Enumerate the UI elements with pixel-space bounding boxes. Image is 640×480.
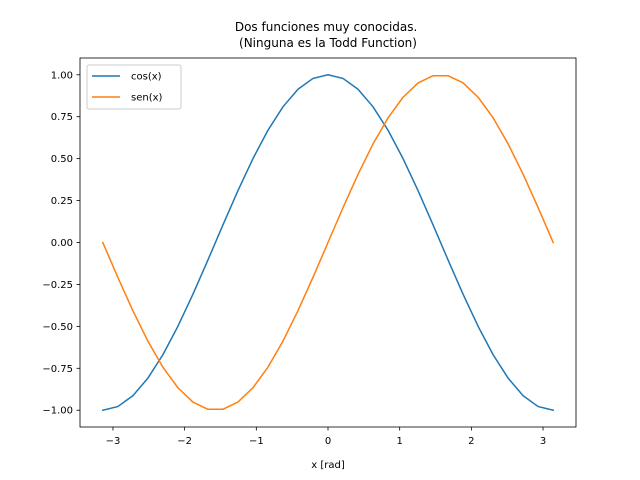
y-tick-label: −0.50 xyxy=(42,322,73,333)
y-tick-label: −0.75 xyxy=(42,364,73,375)
series-line-cosx xyxy=(101,74,555,412)
y-axis: −1.00 −0.75 −0.50 −0.25 0.00 0.25 0.50 0.75 1.00 xyxy=(42,70,80,417)
series-line-senx xyxy=(101,74,555,411)
y-tick-label: −1.00 xyxy=(42,406,73,417)
plot-area xyxy=(101,74,555,412)
chart-title-line-1: Dos funciones muy conocidas. xyxy=(235,20,417,34)
x-tick-label: 1 xyxy=(396,436,402,447)
y-tick-label: 0.50 xyxy=(51,154,73,165)
x-tick-label: 0 xyxy=(325,436,331,447)
legend-label: sen(x) xyxy=(131,93,163,104)
chart-title: Dos funciones muy conocidas. (Ninguna es… xyxy=(235,20,421,50)
x-tick-label: −2 xyxy=(177,436,192,447)
y-tick-label: 0.75 xyxy=(51,112,73,123)
legend-label: cos(x) xyxy=(131,72,162,83)
y-tick-label: 0.00 xyxy=(51,238,73,249)
y-tick-label: 1.00 xyxy=(51,70,73,81)
chart-title-line-2: (Ninguna es la Todd Function) xyxy=(239,36,417,50)
x-axis: −3 −2 −1 0 1 2 3 xyxy=(106,427,546,447)
legend: cos(x) sen(x) xyxy=(86,64,182,110)
x-tick-label: −3 xyxy=(106,436,121,447)
x-tick-label: 3 xyxy=(540,436,546,447)
x-tick-label: 2 xyxy=(468,436,474,447)
x-axis-label: x [rad] xyxy=(311,460,345,471)
x-tick-label: −1 xyxy=(249,436,264,447)
y-tick-label: 0.25 xyxy=(51,196,73,207)
y-tick-label: −0.25 xyxy=(42,280,73,291)
